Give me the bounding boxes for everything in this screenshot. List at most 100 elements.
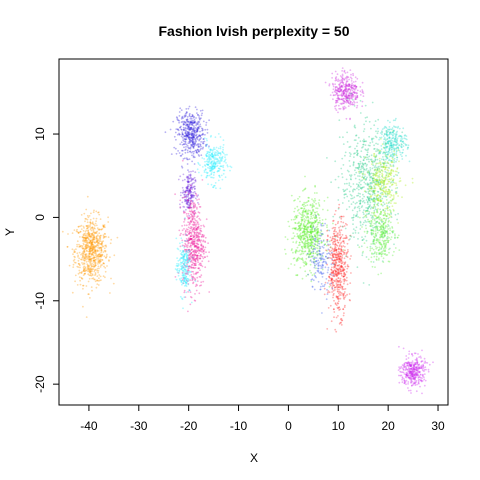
data-point <box>184 240 187 243</box>
data-point <box>91 265 93 268</box>
data-point <box>322 240 325 242</box>
data-point <box>192 278 194 281</box>
data-point <box>104 266 107 269</box>
data-point <box>376 179 378 182</box>
data-point <box>385 174 388 177</box>
data-point <box>187 193 190 196</box>
data-point <box>382 156 384 158</box>
data-point <box>189 191 191 194</box>
data-point <box>83 259 86 262</box>
data-point <box>398 160 400 163</box>
data-point <box>189 192 192 195</box>
data-point <box>204 128 207 131</box>
data-point <box>363 178 366 181</box>
data-point <box>296 233 299 235</box>
data-point <box>332 94 335 97</box>
data-point <box>317 221 319 224</box>
data-point <box>93 248 95 250</box>
data-point <box>190 127 192 130</box>
data-point <box>192 282 194 285</box>
data-point <box>299 224 302 227</box>
data-point <box>85 247 88 249</box>
data-point <box>177 128 179 131</box>
data-point <box>383 203 386 206</box>
data-point <box>94 254 97 257</box>
data-point <box>205 176 208 178</box>
data-point <box>193 212 196 215</box>
data-point <box>194 244 197 247</box>
data-point <box>199 257 201 260</box>
data-point <box>194 212 197 215</box>
data-point <box>82 256 85 259</box>
data-point <box>100 248 103 251</box>
data-point <box>216 158 219 160</box>
data-point <box>349 118 351 121</box>
data-point <box>312 255 314 257</box>
data-point <box>384 166 387 169</box>
data-point <box>188 223 191 226</box>
data-point <box>184 124 187 127</box>
data-point <box>197 211 200 214</box>
data-point <box>202 138 205 140</box>
data-point <box>216 160 219 163</box>
data-point <box>79 230 82 233</box>
data-point <box>365 178 367 181</box>
data-point <box>316 236 319 239</box>
data-point <box>86 214 89 217</box>
data-point <box>214 161 216 164</box>
data-point <box>193 228 196 231</box>
data-point <box>89 242 91 245</box>
data-point <box>83 212 86 215</box>
data-point <box>67 233 69 235</box>
cluster-2 <box>164 105 211 172</box>
data-point <box>187 169 189 172</box>
data-point <box>190 241 193 244</box>
data-point <box>307 246 310 248</box>
data-point <box>345 117 348 120</box>
data-point <box>87 260 90 263</box>
data-point <box>189 210 192 213</box>
data-point <box>374 208 377 210</box>
data-point <box>316 253 319 256</box>
data-point <box>195 234 197 237</box>
data-point <box>207 183 210 186</box>
data-point <box>92 244 95 246</box>
data-point <box>189 140 192 143</box>
data-point <box>387 178 389 181</box>
data-point <box>197 127 200 129</box>
data-point <box>304 219 307 222</box>
data-point <box>185 200 187 203</box>
data-point <box>371 193 374 196</box>
data-point <box>81 235 84 238</box>
data-point <box>180 141 183 144</box>
data-point <box>91 248 94 251</box>
data-point <box>199 276 202 278</box>
data-point <box>376 158 379 161</box>
data-point <box>189 216 192 219</box>
data-point <box>183 279 186 281</box>
data-point <box>213 184 215 187</box>
data-point <box>199 109 202 112</box>
data-point <box>196 259 199 262</box>
data-point <box>331 287 334 290</box>
data-point <box>372 174 375 177</box>
data-point <box>190 117 193 120</box>
data-point <box>76 265 79 268</box>
data-point <box>359 90 362 93</box>
data-point <box>213 171 216 174</box>
data-point <box>209 167 212 170</box>
data-point <box>192 242 195 245</box>
data-point <box>188 248 191 251</box>
data-point <box>190 249 193 251</box>
data-point <box>79 236 81 238</box>
data-point <box>349 165 351 168</box>
data-point <box>340 292 343 294</box>
data-point <box>194 139 197 142</box>
data-point <box>219 168 222 171</box>
data-point <box>188 253 191 256</box>
data-point <box>192 257 195 260</box>
data-point <box>328 229 331 232</box>
data-point <box>84 253 87 256</box>
data-point <box>315 202 317 205</box>
data-point <box>99 236 101 239</box>
